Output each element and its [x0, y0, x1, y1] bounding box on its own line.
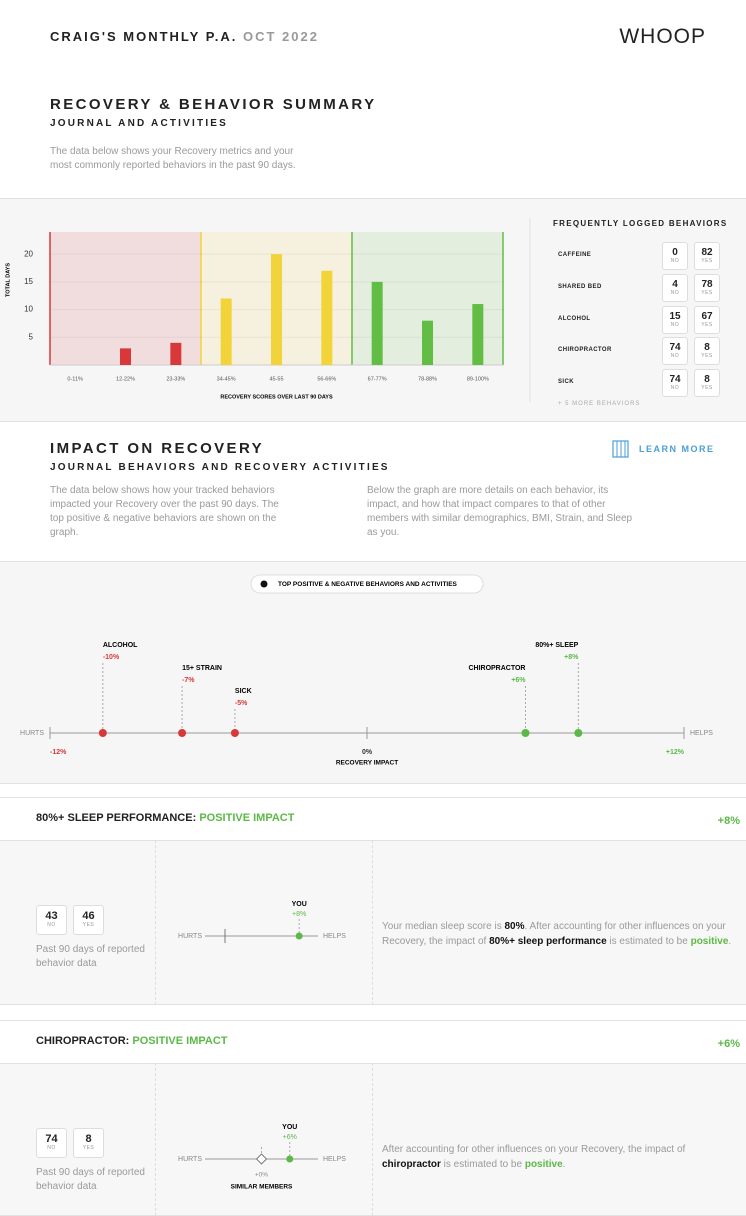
- chart-section: [0, 198, 746, 422]
- card-note: Past 90 days of reported behavior data: [36, 944, 145, 969]
- text-segment: After accounting for other influences on…: [382, 1144, 686, 1155]
- text-segment: .: [562, 1159, 566, 1170]
- count-value: 15: [669, 310, 681, 322]
- behavior-name: ALCOHOL: [558, 315, 591, 322]
- card-title: CHIROPRACTOR: POSITIVE IMPACT: [36, 1035, 228, 1047]
- count-label: NO: [47, 1145, 56, 1151]
- count-box: 67 YES: [694, 305, 720, 334]
- title: CRAIG'S MONTHLY P.A.: [50, 29, 238, 44]
- count-value: 67: [701, 310, 713, 322]
- card-title: 80%+ SLEEP PERFORMANCE: POSITIVE IMPACT: [36, 812, 294, 824]
- section-title: RECOVERY & BEHAVIOR SUMMARY: [50, 96, 377, 113]
- count-label: NO: [670, 385, 680, 392]
- text-segment: 80%+ sleep performance: [489, 936, 607, 947]
- more-behaviors[interactable]: + 5 MORE BEHAVIORS: [558, 401, 641, 407]
- behavior-name: CAFFEINE: [558, 252, 592, 258]
- count-box: 46 YES: [73, 905, 104, 935]
- card-body: [0, 1063, 746, 1216]
- card-divider: [155, 840, 156, 1005]
- count-box: 43 NO: [36, 905, 67, 935]
- learn-more-link[interactable]: LEARN MORE: [639, 444, 715, 454]
- period: OCT 2022: [242, 29, 319, 44]
- count-value: 8: [704, 342, 710, 354]
- count-label: YES: [701, 385, 713, 392]
- count-box: 4 NO: [662, 273, 688, 302]
- count-value: 82: [701, 247, 713, 258]
- behavior-name: SICK: [558, 379, 574, 386]
- count-label: YES: [82, 922, 95, 928]
- count-box: 82 YES: [694, 242, 720, 270]
- description: The data below shows your Recovery metri…: [50, 146, 296, 171]
- report-title: CRAIG'S MONTHLY P.A. OCT 2022: [50, 29, 319, 44]
- card-text: After accounting for other influences on…: [382, 1142, 737, 1172]
- card-impact-label: POSITIVE IMPACT: [199, 812, 295, 824]
- impact-text-left: The data below shows how your tracked be…: [50, 485, 279, 538]
- card-divider: [372, 840, 373, 1005]
- count-label: YES: [701, 289, 713, 296]
- count-value: 46: [82, 910, 95, 922]
- behaviors-title: FREQUENTLY LOGGED BEHAVIORS: [553, 219, 728, 228]
- count-label: NO: [670, 321, 680, 328]
- card-note: Past 90 days of reported behavior data: [36, 1167, 145, 1192]
- count-label: YES: [701, 353, 713, 360]
- behavior-name: SHARED BED: [558, 283, 602, 290]
- card-text: Your median sleep score is 80%. After ac…: [382, 919, 737, 949]
- learn-more-icon[interactable]: [612, 440, 629, 458]
- card-impact: +8%: [717, 815, 740, 827]
- count-value: 78: [701, 278, 713, 290]
- card-body: [0, 840, 746, 1005]
- impact-text-right: Below the graph are more details on each…: [367, 485, 633, 538]
- text-segment: chiropractor: [382, 1159, 441, 1170]
- count-box: 8 YES: [73, 1128, 104, 1158]
- text-segment: Your median sleep score is: [382, 921, 505, 932]
- count-label: NO: [670, 258, 680, 264]
- text-segment: .: [728, 936, 732, 947]
- count-value: 74: [669, 342, 681, 354]
- card-header: [0, 797, 746, 840]
- count-box: 74 NO: [662, 337, 688, 366]
- card-impact-label: POSITIVE IMPACT: [132, 1035, 228, 1047]
- card-title-text: CHIROPRACTOR:: [36, 1035, 130, 1047]
- impact-section: [0, 561, 746, 784]
- count-label: YES: [82, 1145, 95, 1151]
- section-subtitle: JOURNAL BEHAVIORS AND RECOVERY ACTIVITIE…: [50, 462, 390, 473]
- count-box: 74 NO: [662, 369, 688, 398]
- count-box: 0 NO: [662, 242, 688, 270]
- text-segment: 80%: [504, 921, 525, 932]
- section-subtitle: JOURNAL AND ACTIVITIES: [50, 118, 229, 129]
- section-title: IMPACT ON RECOVERY: [50, 440, 265, 457]
- count-label: YES: [701, 258, 713, 264]
- count-value: 8: [85, 1133, 92, 1145]
- card-divider: [372, 1063, 373, 1216]
- text-segment: is estimated to be: [606, 936, 691, 947]
- count-box: 8 YES: [694, 369, 720, 398]
- text-segment: is estimated to be: [440, 1159, 525, 1170]
- text-segment: positive: [524, 1159, 563, 1170]
- text-segment: . After accounting for other influences …: [382, 921, 726, 947]
- count-label: NO: [670, 353, 680, 360]
- count-box: 78 YES: [694, 273, 720, 302]
- card-title-text: 80%+ SLEEP PERFORMANCE:: [36, 812, 197, 824]
- count-value: 0: [672, 247, 678, 258]
- count-box: 8 YES: [694, 337, 720, 366]
- count-label: YES: [701, 321, 713, 328]
- card-divider: [155, 1063, 156, 1216]
- count-value: 74: [669, 374, 681, 386]
- card-impact: +6%: [717, 1038, 740, 1050]
- count-label: NO: [47, 922, 56, 928]
- count-label: NO: [670, 289, 680, 296]
- count-value: 8: [704, 374, 710, 386]
- logo[interactable]: WHOOP: [619, 25, 706, 48]
- text-segment: positive: [690, 936, 729, 947]
- count-value: 43: [45, 910, 58, 922]
- card-header: [0, 1020, 746, 1063]
- count-box: 15 NO: [662, 305, 688, 334]
- behavior-name: CHIROPRACTOR: [558, 347, 612, 354]
- count-value: 4: [672, 278, 678, 290]
- count-box: 74 NO: [36, 1128, 67, 1158]
- count-value: 74: [45, 1133, 58, 1145]
